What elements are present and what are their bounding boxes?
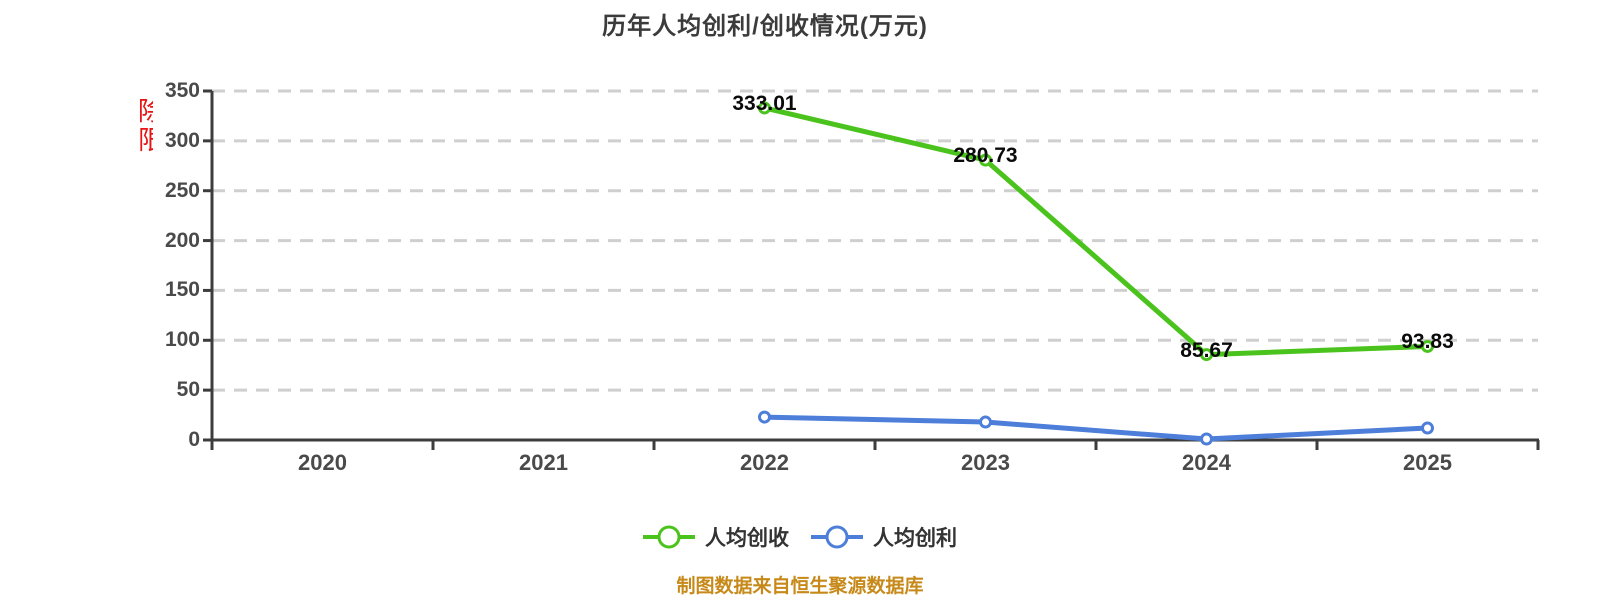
legend-label-per-capita-revenue: 人均创收 <box>705 527 789 550</box>
red-marker-char-2: 限 <box>138 125 153 155</box>
per-capita-revenue-line <box>762 105 1430 358</box>
red-marker-char-1: 除 <box>138 97 153 126</box>
data-label: 85.67 <box>1180 338 1233 362</box>
x-tick-label: 2022 <box>740 450 789 475</box>
x-tick-label: 2020 <box>298 450 347 475</box>
y-tick-label: 300 <box>164 128 200 152</box>
x-tick-label: 2024 <box>1182 450 1231 475</box>
data-point <box>1421 421 1434 435</box>
data-point <box>1421 339 1434 353</box>
legend-line-marker-green-icon <box>643 525 695 549</box>
data-label: 333.01 <box>732 91 797 115</box>
y-tick-label: 250 <box>164 178 200 202</box>
x-tick-label: 2023 <box>961 450 1010 475</box>
legend-line-marker-blue-icon <box>811 525 863 549</box>
chart-title: 历年人均创利/创收情况(万元) <box>602 13 928 40</box>
data-point <box>1200 432 1213 446</box>
y-tick-label: 50 <box>176 378 200 402</box>
y-tick-label: 200 <box>164 228 200 252</box>
y-axis-red-marker: 除 限 <box>138 97 153 157</box>
data-source-note: 制图数据来自恒生聚源数据库 <box>676 576 924 597</box>
legend-label-per-capita-profit: 人均创利 <box>873 527 957 550</box>
data-label: 93.83 <box>1401 330 1454 354</box>
data-point <box>1200 348 1213 362</box>
x-tick-label: 2025 <box>1403 450 1452 475</box>
data-point <box>979 415 992 429</box>
legend-item-per-capita-revenue[interactable]: 人均创收 <box>643 522 789 552</box>
data-point <box>979 153 992 167</box>
data-point <box>758 101 771 115</box>
data-label: 280.73 <box>953 144 1018 168</box>
y-tick-label: 0 <box>188 428 200 451</box>
x-tick-label: 2021 <box>519 450 568 475</box>
legend: 人均创收 人均创利 <box>0 522 1600 552</box>
legend-item-per-capita-profit[interactable]: 人均创利 <box>811 522 957 552</box>
y-tick-label: 100 <box>164 328 200 352</box>
y-tick-label: 150 <box>164 278 200 302</box>
per-capita-profit-line <box>762 414 1430 442</box>
data-point <box>758 410 771 424</box>
y-tick-label: 350 <box>164 79 200 102</box>
